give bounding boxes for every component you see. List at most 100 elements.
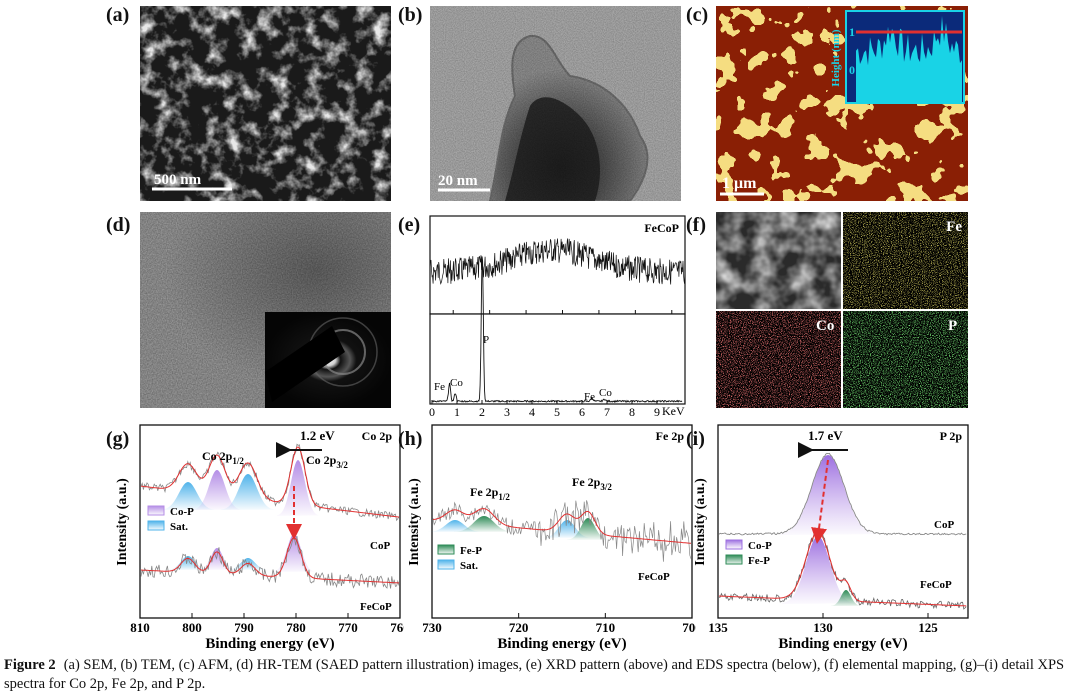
map-label-p: P (948, 318, 957, 334)
x-tick-label: 780 (286, 620, 306, 635)
x-axis-label: Binding energy (eV) (778, 636, 907, 652)
fe-p-peak (831, 590, 861, 606)
fe-p-peak (454, 516, 514, 532)
cop-fit-line (140, 446, 400, 518)
y-axis-label: Intensity (a.u.) (115, 478, 130, 566)
elemental-mapping: Fe Co P (716, 212, 968, 408)
legend-item-sat: Sat. (170, 521, 188, 533)
legend: Co-P Sat. (147, 505, 194, 533)
legend: Co-P Fe-P (725, 539, 772, 567)
x-tick-label: 135 (708, 620, 728, 635)
xps-p2p-chart: 1.7 eV P 2p Co-P Fe-P CoP FeCoP 135 130 12… (688, 420, 976, 654)
cop-raw-line (718, 452, 967, 536)
peak-shift-arrow (811, 459, 829, 544)
legend-item-sat: Sat. (460, 560, 478, 572)
fecop-raw-line (140, 536, 400, 589)
peak-label-2: Fe 2p3/2 (572, 475, 612, 492)
xrd-sample-tag: FeCoP (644, 221, 679, 235)
x-tick-label: 730 (422, 620, 442, 635)
fe-map: Fe (843, 212, 968, 309)
scale-label-b: 20 nm (438, 173, 478, 189)
legend: Fe-P Sat. (437, 544, 482, 572)
panel-label-a: (a) (106, 4, 130, 26)
plot-frame (717, 424, 969, 619)
panel-label-g: (g) (106, 428, 130, 450)
curve-label-fecop: FeCoP (360, 601, 392, 613)
sem-micrograph: 500 nm (140, 6, 391, 201)
peak-label-1: Fe 2p1/2 (470, 485, 510, 502)
panel-label-f: (f) (686, 214, 706, 236)
xps-co2p-chart: 1.2 eV Co 2p Co 2p1/2 Co 2p3/2 Co-P Sat.… (108, 420, 410, 654)
panel-label-e: (e) (398, 214, 421, 236)
scale-label-c: 1 μm (722, 175, 757, 192)
curve-label-fecop: FeCoP (920, 579, 952, 591)
co-p-peak (193, 470, 241, 510)
y-axis-label: Intensity (a.u.) (693, 478, 708, 566)
panel-label-h: (h) (398, 428, 423, 450)
co-map: Co (716, 311, 841, 408)
plot-title: Co 2p (362, 429, 393, 443)
inset-tick-0: 0 (849, 63, 855, 77)
saed-pattern-inset (265, 312, 391, 408)
x-ticks: 135 130 125 (708, 613, 938, 635)
co-p-peak (277, 460, 319, 516)
xps-p2p-plot: 1.7 eV P 2p Co-P Fe-P CoP FeCoP 135 130 12… (693, 424, 969, 652)
eds-tick-label: 1 (454, 405, 460, 419)
tem-micrograph: 20 nm (430, 6, 681, 202)
x-tick-label: 710 (596, 620, 616, 635)
inset-ylabel: Height (nm) (830, 29, 842, 86)
hrtem-micrograph (140, 212, 391, 408)
xrd-pattern-line (429, 238, 686, 285)
eds-unit: KeV (662, 404, 685, 418)
xps-fe2p-chart: Fe 2p Fe 2p1/2 Fe 2p3/2 Fe-P Sat. FeCoP … (400, 420, 702, 654)
eds-frame (429, 313, 686, 405)
eds-tick-label: 7 (604, 405, 610, 419)
shift-label: 1.2 eV (300, 428, 335, 443)
caption-text: (a) SEM, (b) TEM, (c) AFM, (d) HR-TEM (S… (4, 657, 1065, 692)
fecop-fit-line (718, 531, 967, 607)
plot-title: P 2p (940, 429, 963, 443)
legend-item-co-p: Co-P (170, 506, 194, 518)
tem-image: 20 nm (430, 6, 681, 202)
sat-peak (221, 474, 275, 510)
co-p-peak (199, 548, 235, 570)
legend-item-fe-p: Fe-P (460, 545, 482, 557)
hrtem-image (140, 212, 391, 408)
afm-height-profile-inset: Height (nm) 1 0 (830, 10, 965, 104)
curve-label-fecop: FeCoP (638, 571, 670, 583)
xps-fe2p-plot: Fe 2p Fe 2p1/2 Fe 2p3/2 Fe-P Sat. FeCoP … (407, 424, 702, 652)
inset-tick-1: 1 (849, 25, 855, 39)
legend-item-fe-p: Fe-P (748, 555, 770, 567)
p-map: P (843, 311, 968, 408)
eds-peak-co-2: Co (599, 387, 612, 399)
map-label-fe: Fe (946, 219, 962, 235)
y-axis-label: Intensity (a.u.) (407, 478, 422, 566)
fecop-fit-line (140, 537, 399, 584)
sem-image: 500 nm (140, 6, 391, 201)
eds-tick-label: 3 (504, 405, 510, 419)
xps-co2p-plot: 1.2 eV Co 2p Co 2p1/2 Co 2p3/2 Co-P Sat.… (115, 424, 410, 652)
x-tick-label: 800 (182, 620, 202, 635)
panel-label-i: (i) (686, 428, 705, 450)
curve-label-cop: CoP (934, 519, 954, 531)
mapping-grid: Fe Co P (716, 212, 968, 408)
eds-tick-label: 0 (429, 405, 435, 419)
x-tick-label: 125 (918, 620, 938, 635)
fitted-peaks (428, 516, 609, 540)
peak-label-1: Co 2p1/2 (202, 449, 244, 466)
sat-peak (167, 556, 209, 570)
fecop-fit-line (432, 508, 692, 544)
eds-tick-label: 4 (529, 405, 535, 419)
eds-peak-fe-1: Fe (434, 381, 445, 393)
legend-item-co-p: Co-P (748, 540, 772, 552)
scale-label-a: 500 nm (154, 172, 202, 188)
figure-caption: Figure 2 (a) SEM, (b) TEM, (c) AFM, (d) H… (4, 656, 1076, 694)
co-p-peak (782, 536, 854, 604)
co-p-peak (780, 455, 876, 535)
peak-label-2: Co 2p3/2 (306, 453, 348, 470)
eds-tick-label: 9 (654, 405, 660, 419)
x-axis-label: Binding energy (eV) (497, 636, 626, 652)
cop-raw-line (140, 443, 400, 522)
x-tick-label: 720 (509, 620, 529, 635)
